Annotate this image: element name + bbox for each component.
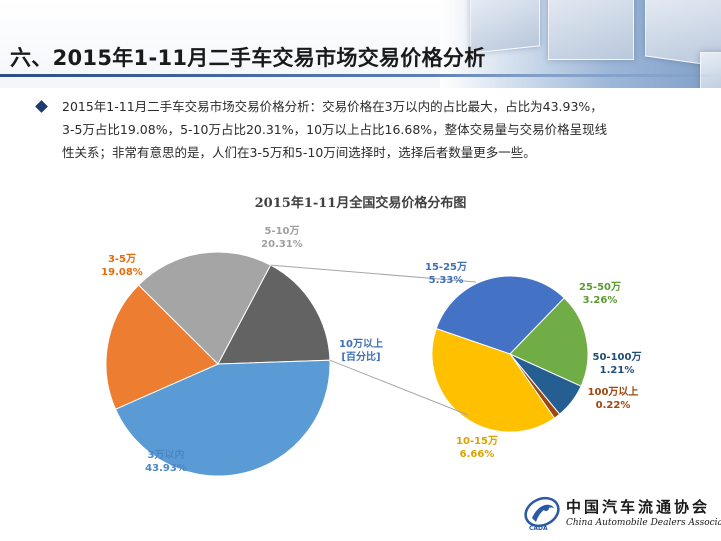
title-underline bbox=[0, 74, 721, 77]
secondary-pie-data-label: 25-50万 bbox=[579, 281, 621, 293]
secondary-pie-slice bbox=[435, 275, 565, 355]
secondary-pie-data-label: 50-100万 bbox=[593, 351, 642, 363]
summary-line: 2015年1-11月二手车交易市场交易价格分析：交易价格在3万以内的占比最大，占… bbox=[62, 99, 603, 114]
main-pie-data-label: 43.93% bbox=[145, 463, 187, 474]
main-pie-data-label: [百分比] bbox=[341, 350, 380, 363]
main-pie-data-label: 3万以内 bbox=[148, 448, 185, 461]
summary-line: 性关系；非常有意思的是，人们在3-5万和5-10万间选择时，选择后者数量更多一些… bbox=[62, 145, 536, 160]
secondary-pie-data-label: 1.21% bbox=[600, 365, 635, 376]
secondary-pie-data-label: 100万以上 bbox=[588, 385, 639, 398]
connector-line bbox=[270, 264, 477, 283]
connector-line bbox=[329, 359, 469, 416]
logo-name: 中国汽车流通协会 bbox=[566, 498, 711, 516]
main-pie-data-label: 19.08% bbox=[101, 267, 143, 278]
logo-abbr: CADA bbox=[529, 525, 548, 532]
main-pie-data-label: 5-10万 bbox=[264, 225, 299, 237]
main-pie-data-label: 3-5万 bbox=[108, 253, 136, 265]
secondary-pie-data-label: 3.26% bbox=[583, 295, 618, 306]
summary-line: 3-5万占比19.08%，5-10万占比20.31%，10万以上占比16.68%… bbox=[62, 122, 608, 137]
main-pie-slice bbox=[114, 359, 331, 477]
header-banner bbox=[0, 0, 721, 88]
main-pie-slice bbox=[137, 251, 272, 365]
secondary-pie-slice bbox=[431, 327, 556, 433]
main-pie-slice bbox=[105, 284, 219, 410]
cada-emblem-icon bbox=[524, 496, 560, 528]
summary-paragraph: 2015年1-11月二手车交易市场交易价格分析：交易价格在3万以内的占比最大，占… bbox=[62, 95, 672, 164]
main-pie-slice bbox=[217, 264, 331, 365]
secondary-pie-data-label: 5.33% bbox=[429, 275, 464, 286]
secondary-pie-data-label: 15-25万 bbox=[425, 261, 467, 273]
secondary-pie-data-label: 10-15万 bbox=[456, 435, 498, 447]
chart-title: 2015年1-11月全国交易价格分布图 bbox=[254, 196, 467, 211]
cada-logo bbox=[520, 494, 715, 536]
main-pie-data-label: 10万以上 bbox=[339, 337, 383, 350]
banner-decor-block bbox=[700, 52, 721, 88]
page-title: 六、2015年1-11月二手车交易市场交易价格分析 bbox=[10, 46, 486, 70]
secondary-pie-data-label: 6.66% bbox=[460, 449, 495, 460]
secondary-pie-slice bbox=[509, 297, 589, 387]
banner-decor-block bbox=[548, 0, 634, 60]
main-pie-data-label: 20.31% bbox=[261, 239, 303, 250]
secondary-pie-data-label: 0.22% bbox=[596, 400, 631, 411]
logo-english-name: China Automobile Dealers Association bbox=[566, 518, 721, 528]
